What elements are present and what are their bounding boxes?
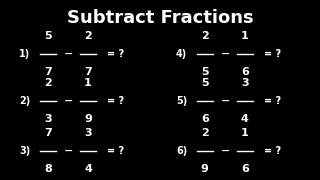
Text: 1: 1 <box>241 128 249 138</box>
Text: −: − <box>221 49 230 59</box>
Text: 7: 7 <box>44 128 52 138</box>
Text: 6): 6) <box>176 146 187 156</box>
Text: = ?: = ? <box>264 146 281 156</box>
Text: −: − <box>64 49 74 59</box>
Text: 5: 5 <box>201 78 209 88</box>
Text: −: − <box>64 96 74 106</box>
Text: 3: 3 <box>44 114 52 124</box>
Text: 2: 2 <box>84 31 92 41</box>
Text: 6: 6 <box>241 67 249 77</box>
Text: 7: 7 <box>44 67 52 77</box>
Text: 2): 2) <box>19 96 30 106</box>
Text: 5): 5) <box>176 96 187 106</box>
Text: 2: 2 <box>201 128 209 138</box>
Text: −: − <box>221 146 230 156</box>
Text: 8: 8 <box>44 164 52 174</box>
Text: 9: 9 <box>201 164 209 174</box>
Text: 3): 3) <box>19 146 30 156</box>
Text: 1: 1 <box>241 31 249 41</box>
Text: = ?: = ? <box>264 96 281 106</box>
Text: 4): 4) <box>176 49 187 59</box>
Text: 5: 5 <box>201 67 209 77</box>
Text: 9: 9 <box>84 114 92 124</box>
Text: −: − <box>64 146 74 156</box>
Text: 5: 5 <box>44 31 52 41</box>
Text: 2: 2 <box>201 31 209 41</box>
Text: 6: 6 <box>241 164 249 174</box>
Text: Subtract Fractions: Subtract Fractions <box>67 9 253 27</box>
Text: 4: 4 <box>241 114 249 124</box>
Text: = ?: = ? <box>107 49 124 59</box>
Text: 1): 1) <box>19 49 30 59</box>
Text: 3: 3 <box>241 78 249 88</box>
Text: = ?: = ? <box>264 49 281 59</box>
Text: −: − <box>221 96 230 106</box>
Text: 2: 2 <box>44 78 52 88</box>
Text: = ?: = ? <box>107 146 124 156</box>
Text: 3: 3 <box>84 128 92 138</box>
Text: = ?: = ? <box>107 96 124 106</box>
Text: 4: 4 <box>84 164 92 174</box>
Text: 6: 6 <box>201 114 209 124</box>
Text: 1: 1 <box>84 78 92 88</box>
Text: 7: 7 <box>84 67 92 77</box>
